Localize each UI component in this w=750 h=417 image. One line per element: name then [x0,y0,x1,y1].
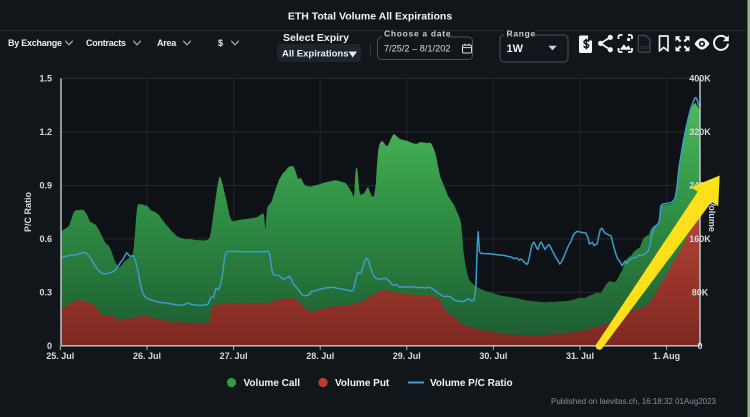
svg-text:All Expirations: All Expirations [282,49,349,60]
svg-text:400K: 400K [689,74,711,84]
svg-text:Contracts: Contracts [86,38,126,48]
svg-text:P/C Ratio: P/C Ratio [23,192,33,233]
svg-text:27. Jul: 27. Jul [220,351,248,361]
svg-text:7/25/2 – 8/1/202: 7/25/2 – 8/1/202 [384,44,450,54]
svg-text:31. Jul: 31. Jul [566,351,594,361]
svg-text:1.5: 1.5 [39,74,52,84]
svg-text:By Exchange: By Exchange [8,38,62,48]
svg-text:29. Jul: 29. Jul [393,351,421,361]
svg-text:0: 0 [47,341,52,351]
svg-text:30. Jul: 30. Jul [479,351,507,361]
svg-text:28. Jul: 28. Jul [306,351,334,361]
svg-text:25. Jul: 25. Jul [46,351,74,361]
svg-text:26. Jul: 26. Jul [133,351,161,361]
svg-text:Volume Put: Volume Put [335,378,390,389]
svg-text:160K: 160K [689,234,711,244]
svg-text:Select Expiry: Select Expiry [283,32,349,44]
svg-text:Published on laevitas.ch, 16:1: Published on laevitas.ch, 16:18:32 01Aug… [551,397,717,406]
svg-text:Area: Area [157,38,177,48]
svg-text:1W: 1W [507,43,524,55]
svg-text:CSV: CSV [640,45,649,50]
svg-text:Volume P/C Ratio: Volume P/C Ratio [430,378,513,389]
svg-text:1. Aug: 1. Aug [653,351,680,361]
svg-text:320K: 320K [689,127,711,137]
svg-text:80K: 80K [692,288,709,298]
svg-text:0.9: 0.9 [39,181,52,191]
svg-text:ETH Total Volume All Expiratio: ETH Total Volume All Expirations [288,11,452,23]
svg-text:Volume: Volume [707,200,717,232]
svg-text:Choose a date: Choose a date [384,29,451,39]
svg-text:$: $ [218,38,223,48]
svg-text:0.6: 0.6 [39,234,52,244]
svg-text:0.3: 0.3 [39,288,52,298]
svg-text:0: 0 [697,341,702,351]
svg-text:1.2: 1.2 [39,127,52,137]
svg-text:Volume Call: Volume Call [244,378,301,389]
svg-text:Range: Range [507,28,536,38]
